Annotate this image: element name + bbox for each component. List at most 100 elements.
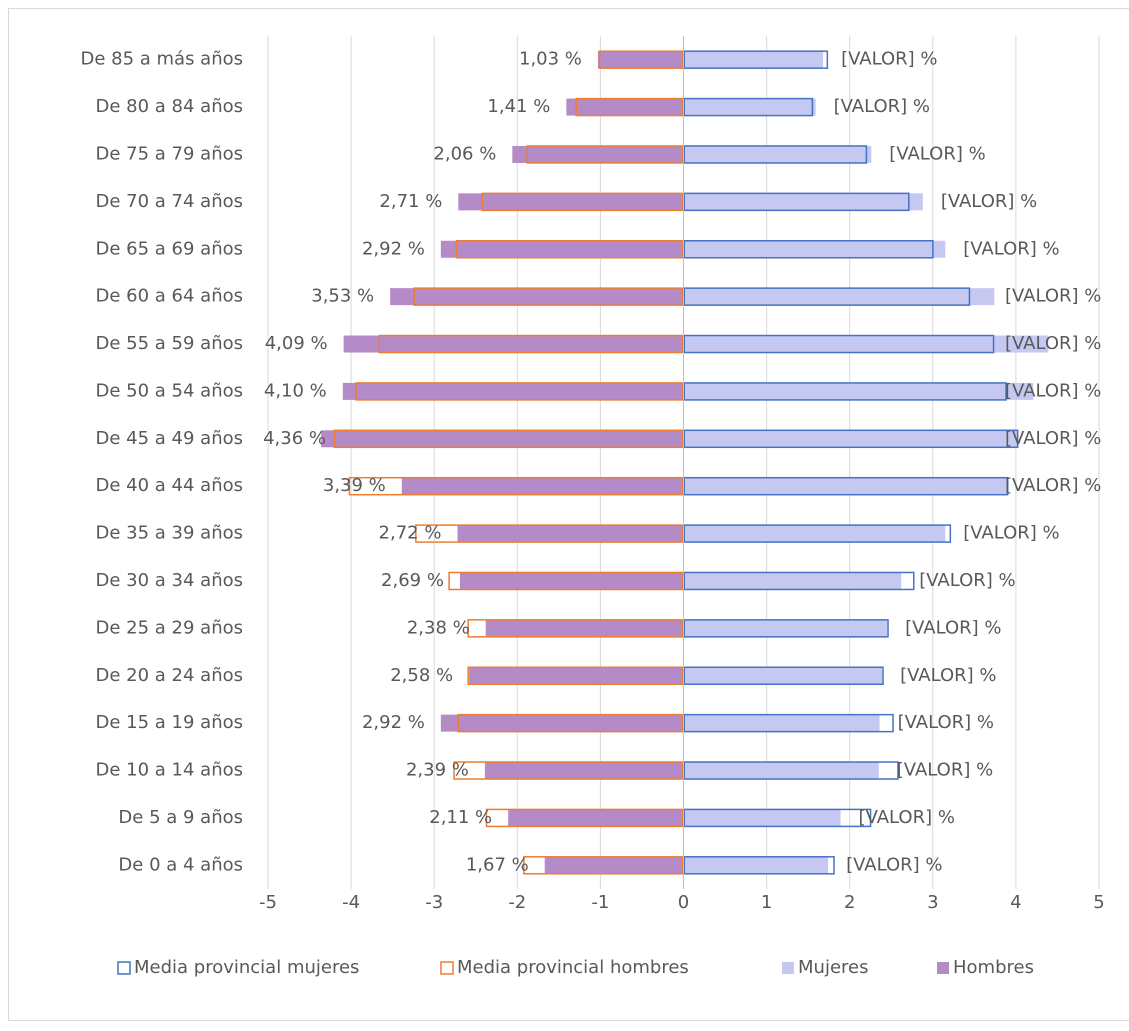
bar — [485, 762, 684, 779]
bar — [566, 99, 683, 116]
data-label: 2,69 % — [381, 570, 444, 591]
legend-label: Media provincial hombres — [457, 957, 689, 978]
y-tick-label: De 15 a 19 años — [96, 712, 244, 733]
legend-swatch — [118, 962, 130, 974]
bar — [402, 478, 684, 495]
data-label: [VALOR] % — [905, 617, 1001, 638]
data-label: 2,11 % — [429, 807, 492, 828]
bar — [684, 857, 829, 874]
y-tick-label: De 70 a 74 años — [96, 191, 244, 212]
data-label: [VALOR] % — [941, 191, 1037, 212]
y-tick-label: De 60 a 64 años — [96, 286, 244, 307]
bar — [684, 430, 1019, 447]
legend-swatch — [937, 962, 949, 974]
data-label: 4,36 % — [263, 428, 326, 449]
bar — [343, 383, 684, 400]
y-tick-label: De 65 a 69 años — [96, 238, 244, 259]
bar — [684, 715, 880, 732]
bar — [684, 146, 872, 163]
data-label: 4,09 % — [265, 333, 328, 354]
data-label: 2,71 % — [379, 191, 442, 212]
bar — [684, 288, 995, 305]
legend-swatch — [782, 962, 794, 974]
bar — [441, 241, 684, 258]
bar — [684, 620, 888, 637]
data-label: 1,67 % — [466, 854, 529, 875]
data-label: [VALOR] % — [834, 96, 930, 117]
y-tick-label: De 0 a 4 años — [118, 854, 243, 875]
bar — [684, 193, 923, 210]
data-label: [VALOR] % — [897, 760, 993, 781]
data-label: [VALOR] % — [919, 570, 1015, 591]
data-label: [VALOR] % — [963, 523, 1059, 544]
y-tick-label: De 25 a 29 años — [96, 617, 244, 638]
y-tick-label: De 20 a 24 años — [96, 665, 244, 686]
x-tick-label: 0 — [678, 892, 689, 913]
data-label: 1,41 % — [487, 96, 550, 117]
bar — [441, 715, 684, 732]
bar — [390, 288, 683, 305]
bar — [684, 809, 841, 826]
bar — [508, 809, 683, 826]
data-label: 2,72 % — [379, 523, 442, 544]
x-tick-label: 3 — [927, 892, 938, 913]
bar — [457, 525, 683, 542]
x-tick-label: -5 — [259, 892, 277, 913]
x-tick-label: -4 — [342, 892, 360, 913]
data-label: 2,39 % — [406, 760, 469, 781]
y-tick-label: De 30 a 34 años — [96, 570, 244, 591]
data-label: 1,03 % — [519, 49, 582, 70]
data-label: [VALOR] % — [898, 712, 994, 733]
x-tick-label: 1 — [761, 892, 772, 913]
data-label: [VALOR] % — [1005, 286, 1101, 307]
bar — [344, 336, 684, 353]
data-label: [VALOR] % — [900, 665, 996, 686]
data-label: 2,06 % — [433, 143, 496, 164]
data-label: [VALOR] % — [1005, 333, 1101, 354]
bar — [684, 241, 946, 258]
y-tick-label: De 35 a 39 años — [96, 523, 244, 544]
data-label: [VALOR] % — [1005, 475, 1101, 496]
y-tick-label: De 80 a 84 años — [96, 96, 244, 117]
bar — [684, 383, 1034, 400]
bar — [684, 572, 902, 589]
data-label: 2,92 % — [362, 238, 425, 259]
y-tick-label: De 85 a más años — [80, 49, 243, 70]
bar — [321, 430, 683, 447]
data-label: 2,58 % — [390, 665, 453, 686]
data-label: 2,92 % — [362, 712, 425, 733]
data-label: [VALOR] % — [963, 238, 1059, 259]
x-tick-label: -2 — [508, 892, 526, 913]
bar — [684, 99, 816, 116]
data-label: 2,38 % — [407, 617, 470, 638]
data-label: [VALOR] % — [846, 854, 942, 875]
bar — [598, 51, 684, 68]
data-label: [VALOR] % — [841, 49, 937, 70]
y-tick-label: De 40 a 44 años — [96, 475, 244, 496]
y-tick-label: De 75 a 79 años — [96, 143, 244, 164]
bar — [684, 762, 879, 779]
legend-label: Media provincial mujeres — [134, 957, 359, 978]
legend-label: Hombres — [953, 957, 1034, 978]
data-label: 4,10 % — [264, 380, 327, 401]
bar — [469, 667, 683, 684]
data-label: [VALOR] % — [889, 143, 985, 164]
legend-swatch — [441, 962, 453, 974]
bar — [545, 857, 684, 874]
bar — [512, 146, 683, 163]
bar — [684, 51, 824, 68]
x-tick-label: -3 — [425, 892, 443, 913]
bar — [460, 572, 684, 589]
bar — [684, 478, 1009, 495]
x-tick-label: -1 — [591, 892, 609, 913]
data-label: [VALOR] % — [859, 807, 955, 828]
x-tick-label: 4 — [1010, 892, 1021, 913]
x-tick-label: 5 — [1093, 892, 1104, 913]
data-label: [VALOR] % — [1005, 428, 1101, 449]
bar — [486, 620, 684, 637]
bar — [684, 667, 883, 684]
y-tick-label: De 50 a 54 años — [96, 380, 244, 401]
y-tick-label: De 45 a 49 años — [96, 428, 244, 449]
